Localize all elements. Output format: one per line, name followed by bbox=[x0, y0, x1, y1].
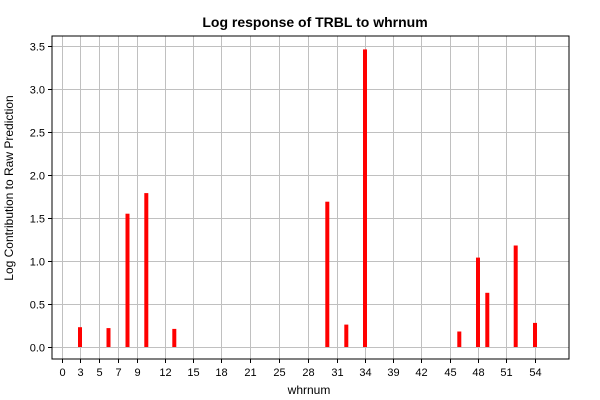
bar bbox=[106, 328, 111, 347]
plot-frame bbox=[51, 35, 570, 360]
x-tick-label: 15 bbox=[187, 367, 199, 379]
gridlines bbox=[52, 36, 569, 359]
y-tick-label: 1.0 bbox=[30, 257, 45, 269]
bar bbox=[476, 257, 480, 347]
x-axis-ticks: 0 3 5 7 9 12 15 18 21 25 28 31 34 39 42 45 48 51 54 bbox=[59, 359, 542, 379]
bar bbox=[144, 193, 149, 347]
x-tick-label: 28 bbox=[302, 367, 314, 379]
x-tick-label: 31 bbox=[331, 367, 343, 379]
y-tick-label: 0.5 bbox=[30, 300, 45, 312]
x-tick-label: 51 bbox=[500, 367, 512, 379]
x-tick-label: 25 bbox=[273, 367, 285, 379]
bar bbox=[513, 245, 518, 347]
x-tick-label: 21 bbox=[244, 367, 256, 379]
x-tick-label: 12 bbox=[159, 367, 171, 379]
bar bbox=[78, 327, 82, 347]
y-tick-label: 2.0 bbox=[30, 171, 45, 183]
bar bbox=[344, 324, 349, 347]
x-tick-label: 39 bbox=[387, 367, 399, 379]
bar bbox=[457, 331, 462, 347]
x-tick-label: 42 bbox=[415, 367, 427, 379]
x-tick-label: 0 bbox=[59, 367, 65, 379]
bar bbox=[325, 201, 330, 347]
x-tick-label: 5 bbox=[96, 367, 102, 379]
x-tick-label: 34 bbox=[359, 367, 371, 379]
chart-title: Log response of TRBL to whrnum bbox=[202, 14, 427, 30]
x-tick-label: 45 bbox=[444, 367, 456, 379]
y-axis-label: Log Contribution to Raw Prediction bbox=[2, 95, 16, 280]
y-tick-label: 0.0 bbox=[30, 343, 45, 355]
x-tick-label: 18 bbox=[215, 367, 227, 379]
y-tick-label: 1.5 bbox=[30, 214, 45, 226]
bar bbox=[363, 49, 367, 348]
bar bbox=[485, 292, 490, 347]
x-tick-label: 7 bbox=[115, 367, 121, 379]
x-axis-label: whrnum bbox=[287, 383, 331, 397]
bar bbox=[172, 328, 177, 347]
x-tick-label: 48 bbox=[472, 367, 484, 379]
bars bbox=[78, 49, 537, 348]
x-tick-label: 3 bbox=[77, 367, 83, 379]
y-tick-label: 3.0 bbox=[30, 85, 45, 97]
y-tick-label: 3.5 bbox=[30, 42, 45, 54]
bar bbox=[125, 213, 130, 347]
y-axis-ticks: 0.0 0.5 1.0 1.5 2.0 2.5 3.0 3.5 bbox=[30, 42, 52, 355]
x-tick-label: 54 bbox=[529, 367, 541, 379]
y-tick-label: 2.5 bbox=[30, 128, 45, 140]
bar bbox=[533, 322, 537, 347]
x-tick-label: 9 bbox=[134, 367, 140, 379]
